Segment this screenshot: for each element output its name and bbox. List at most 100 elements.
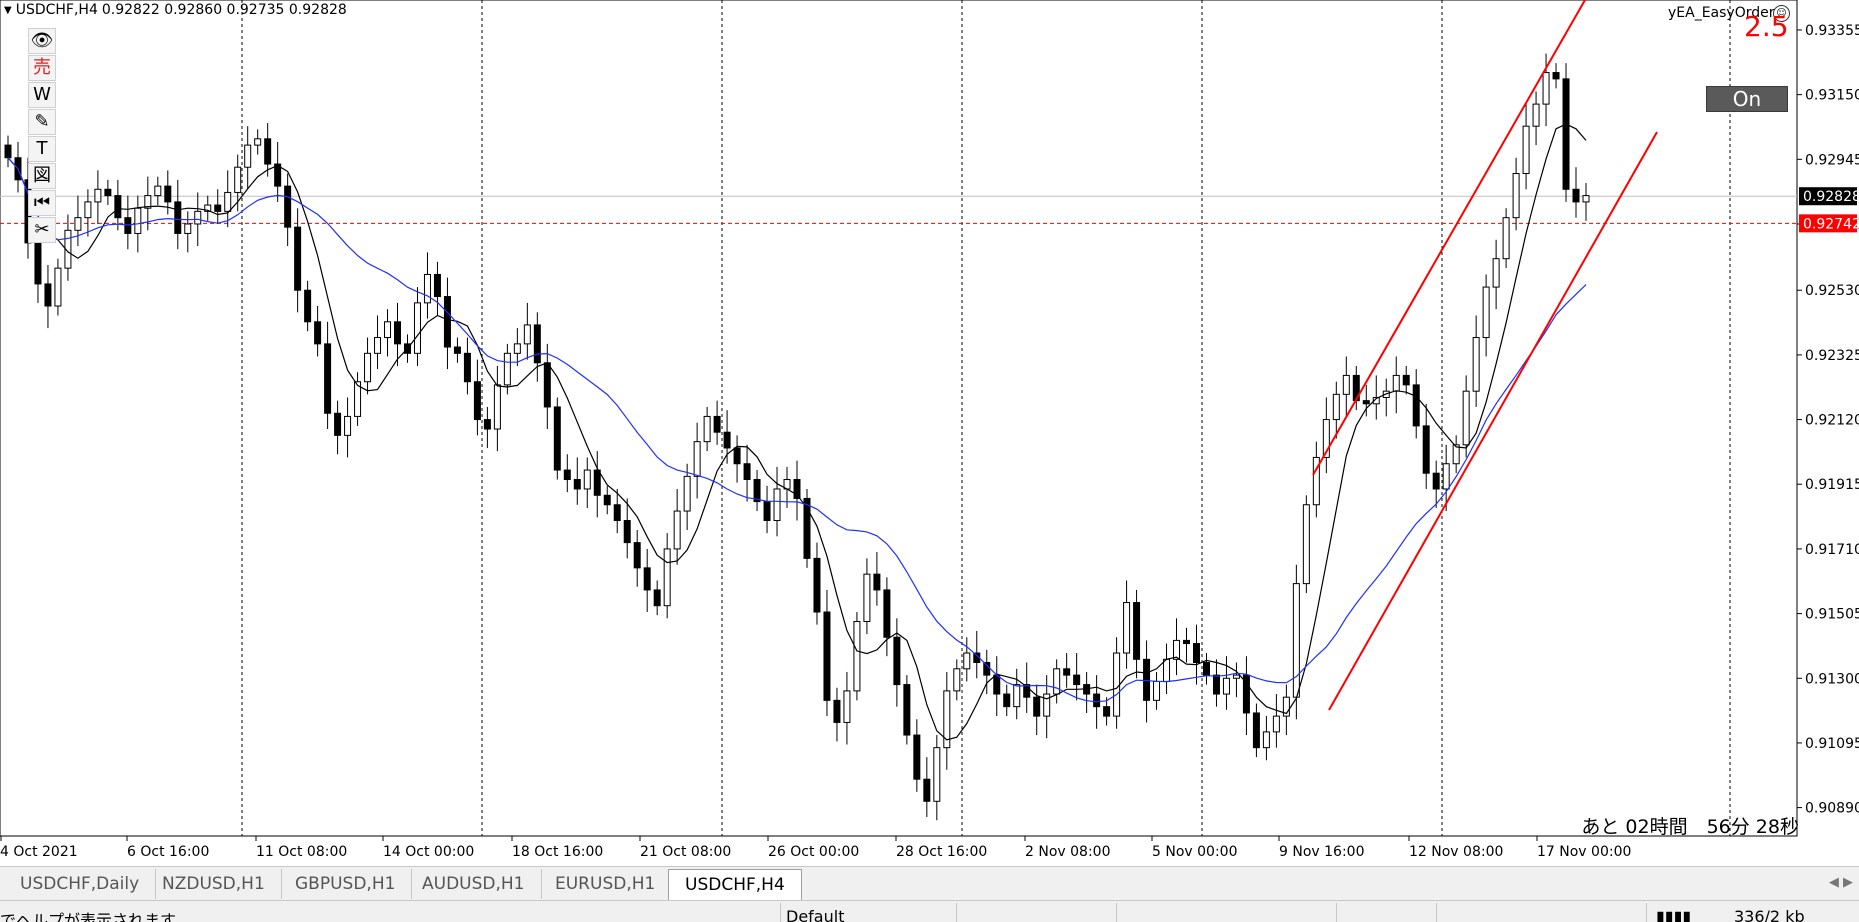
candle-body	[244, 144, 252, 168]
candle-body	[1033, 696, 1041, 717]
figure-icon[interactable]: 図	[28, 163, 56, 189]
candle-body	[1522, 125, 1530, 175]
candle-body	[1173, 639, 1181, 660]
candle-body	[613, 504, 621, 522]
candle-body	[1043, 693, 1051, 717]
candle-body	[114, 195, 122, 219]
candle-body	[1502, 217, 1510, 260]
eye-icon[interactable]: 👁	[28, 28, 56, 54]
candle-body	[1542, 72, 1550, 105]
candle-body	[54, 267, 62, 307]
y-tick-label: 0.93355	[1805, 23, 1859, 39]
candle-body	[234, 166, 242, 193]
tab-nzdusd-h1[interactable]: NZDUSD,H1	[146, 869, 282, 899]
candle-body	[813, 557, 821, 613]
candle-body	[1362, 400, 1370, 405]
ea-toggle-button[interactable]: On	[1706, 86, 1788, 112]
w-icon[interactable]: W	[28, 82, 56, 108]
pencil-icon[interactable]: ✎	[28, 109, 56, 135]
rewind-icon[interactable]: ⏮	[28, 190, 56, 216]
candle-body	[963, 652, 971, 670]
candle-body	[823, 611, 831, 701]
x-tick-label: 21 Oct 08:00	[640, 844, 731, 860]
candle-body	[294, 226, 302, 291]
tab-audusd-h1[interactable]: AUDUSD,H1	[406, 869, 542, 899]
candle-body	[1242, 674, 1250, 714]
candle-body	[873, 573, 881, 591]
ea-value: 2.5	[1744, 10, 1789, 43]
tab-usdchf-daily[interactable]: USDCHF,Daily	[4, 869, 157, 899]
candle-body	[194, 210, 202, 225]
status-divider	[1436, 903, 1437, 922]
status-help: でヘルプが表示されます	[0, 911, 177, 922]
candle-body	[433, 273, 441, 298]
status-bar: でヘルプが表示されます Default ▮▮▮▮ 336/2 kb	[0, 900, 1859, 922]
order-price-tag: 0.92742	[1803, 216, 1859, 232]
status-divider	[1336, 903, 1337, 922]
candle-body	[543, 362, 551, 408]
chart-area[interactable]: 0.933550.931500.929450.927400.925300.923…	[0, 0, 1859, 866]
candle-body	[893, 636, 901, 686]
bid-price-tag-bg	[1799, 187, 1857, 206]
candle-body	[423, 273, 431, 304]
candle-body	[793, 479, 801, 499]
candle-body	[384, 321, 392, 339]
tab-usdchf-h4[interactable]: USDCHF,H4	[668, 869, 802, 900]
y-tick-label: 0.92120	[1805, 413, 1859, 429]
x-tick-label: 6 Oct 16:00	[127, 844, 209, 860]
candle-body	[733, 447, 741, 465]
scissors-icon[interactable]: ✂	[28, 217, 56, 243]
sell-icon[interactable]: 売	[28, 55, 56, 81]
candle-body	[1103, 706, 1111, 717]
tab-scroll-arrows-icon[interactable]: ◀ ▶	[1828, 875, 1853, 890]
candle-body	[1332, 393, 1340, 421]
tab-gbpusd-h1[interactable]: GBPUSD,H1	[279, 869, 413, 899]
candle-body	[553, 406, 561, 471]
candle-body	[1292, 583, 1300, 698]
candle-body	[1532, 103, 1540, 127]
tab-eurusd-h1[interactable]: EURUSD,H1	[539, 869, 673, 899]
candle-body	[633, 542, 641, 569]
candle-body	[943, 690, 951, 749]
y-tick-label: 0.91095	[1805, 736, 1859, 752]
candle-body	[1163, 658, 1171, 682]
ma-fast-line	[7, 123, 1587, 741]
y-tick-label: 0.90890	[1805, 801, 1859, 817]
candle-body	[993, 674, 1001, 695]
candle-body	[1312, 456, 1320, 506]
ea-name: yEA_EasyOrder	[1668, 5, 1775, 21]
candle-body	[673, 510, 681, 550]
x-tick-label: 2 Nov 08:00	[1025, 844, 1110, 860]
candle-body	[374, 337, 382, 354]
candle-body	[1252, 712, 1260, 749]
candle-body	[1133, 602, 1141, 660]
y-tick-label: 0.92530	[1805, 283, 1859, 299]
candle-body	[1183, 639, 1191, 645]
candle-body	[573, 479, 581, 490]
candle-body	[214, 204, 222, 212]
candle-body	[923, 778, 931, 802]
candle-body	[1232, 674, 1240, 679]
candle-body	[1462, 390, 1470, 446]
y-tick-label: 0.92325	[1805, 348, 1859, 364]
candle-body	[304, 289, 312, 323]
y-tick-label: 0.91915	[1805, 477, 1859, 493]
order-price-tag-bg	[1799, 214, 1857, 233]
status-divider	[956, 903, 957, 922]
text-icon[interactable]: T	[28, 136, 56, 162]
candle-body	[1372, 396, 1380, 405]
y-tick-label: 0.91710	[1805, 542, 1859, 558]
status-divider	[1646, 903, 1647, 922]
menu-triangle-icon[interactable]: ▼	[4, 4, 12, 16]
candle-body	[44, 283, 52, 307]
order-toolbar: 👁 売 W ✎ T 図 ⏮ ✂	[28, 28, 58, 244]
candle-body	[1113, 652, 1121, 717]
candle-body	[803, 497, 811, 559]
candle-body	[1123, 602, 1131, 654]
y-tick-label: 0.93150	[1805, 88, 1859, 104]
candle-body	[74, 217, 82, 231]
candle-body	[1342, 374, 1350, 395]
candle-body	[1222, 677, 1230, 695]
candle-body	[1452, 444, 1460, 465]
candle-body	[394, 321, 402, 345]
